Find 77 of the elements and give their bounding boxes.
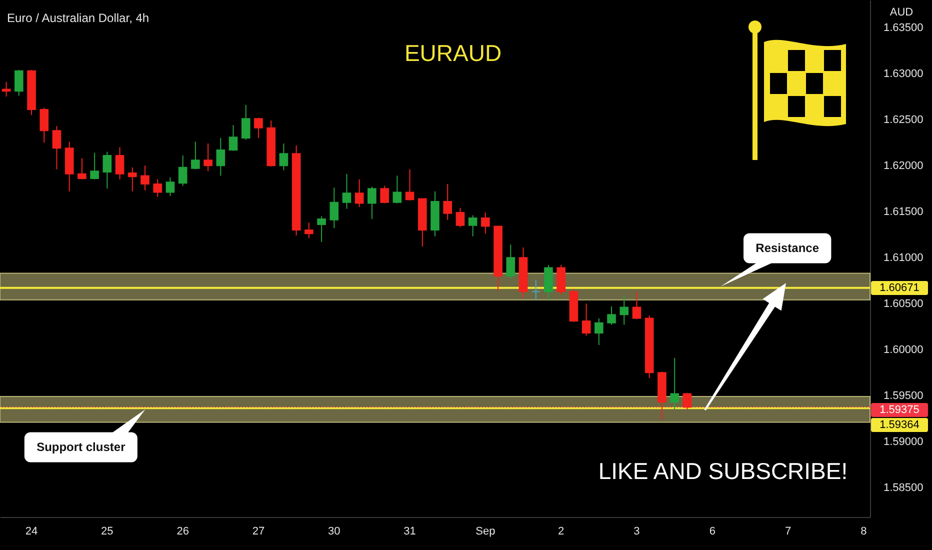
candlestick bbox=[52, 126, 62, 170]
ref-line-label: 1.59375 bbox=[871, 403, 928, 418]
candlestick bbox=[14, 69, 24, 96]
annotation: LIKE AND SUBSCRIBE! bbox=[598, 458, 848, 484]
candlestick bbox=[166, 177, 175, 196]
candlestick bbox=[128, 166, 137, 192]
candlestick bbox=[380, 185, 389, 204]
band-label: Resistance bbox=[756, 241, 820, 256]
y-tick-label: 1.59000 bbox=[884, 436, 924, 448]
candlestick bbox=[368, 186, 376, 220]
candlestick bbox=[140, 165, 150, 191]
candlestick bbox=[392, 175, 402, 204]
y-tick-label: 1.62000 bbox=[884, 160, 924, 172]
speech-bubble: Resistance bbox=[720, 233, 832, 287]
x-tick-label: 6 bbox=[709, 526, 716, 538]
candlestick bbox=[115, 146, 124, 180]
x-tick-label: Sep bbox=[476, 526, 496, 538]
candlestick bbox=[594, 318, 604, 346]
y-axis-title: AUD bbox=[890, 6, 914, 18]
y-tick-label: 1.60500 bbox=[884, 298, 924, 310]
candlestick bbox=[40, 107, 49, 144]
x-tick-label: 30 bbox=[328, 526, 340, 538]
candlestick bbox=[191, 141, 200, 170]
y-tick-label: 1.62500 bbox=[884, 114, 924, 126]
x-tick-label: 3 bbox=[634, 526, 640, 538]
candlestick bbox=[330, 187, 339, 229]
candlestick bbox=[670, 357, 679, 410]
candlestick bbox=[153, 178, 162, 198]
candlestick bbox=[456, 207, 465, 228]
text: Euro / Australian Dollar, 4h bbox=[7, 11, 150, 25]
candlestick bbox=[443, 183, 452, 220]
candlestick bbox=[279, 143, 288, 171]
candlestick bbox=[228, 124, 238, 152]
candlestick bbox=[632, 291, 642, 320]
x-tick-label: 26 bbox=[176, 526, 189, 538]
candlestick bbox=[582, 303, 591, 336]
y-tick-label: 1.58500 bbox=[884, 482, 924, 494]
y-tick-label: 1.60000 bbox=[884, 344, 924, 356]
candlestick bbox=[556, 264, 566, 295]
candlestick bbox=[544, 264, 553, 302]
candlestick bbox=[254, 117, 263, 138]
y-tick-label: 1.63500 bbox=[884, 22, 924, 34]
y-tick-label: 1.59500 bbox=[884, 390, 924, 402]
candlestick bbox=[506, 244, 516, 280]
candlestick bbox=[317, 216, 326, 242]
x-tick-label: 2 bbox=[558, 526, 564, 538]
candlestick bbox=[405, 168, 414, 202]
x-tick-label: 31 bbox=[404, 526, 416, 538]
y-tick-label: 1.61000 bbox=[884, 252, 924, 264]
candlestick bbox=[481, 212, 490, 234]
candlestick bbox=[204, 143, 212, 172]
candlestick bbox=[468, 214, 478, 237]
candlestick bbox=[682, 392, 692, 410]
band-label: Support cluster bbox=[36, 440, 126, 454]
x-tick-label: 27 bbox=[252, 526, 265, 538]
candlestick bbox=[2, 81, 11, 98]
y-tick-label: 1.61500 bbox=[884, 206, 924, 218]
candlestick bbox=[342, 173, 352, 210]
candlestick bbox=[304, 222, 314, 239]
candlestick bbox=[620, 296, 629, 326]
y-tick-label: 1.63000 bbox=[884, 68, 924, 80]
candlestick bbox=[354, 178, 364, 208]
ref-line-label: 1.60671 bbox=[871, 280, 928, 295]
text: EURAUD bbox=[404, 40, 502, 66]
x-tick-label: 8 bbox=[860, 526, 867, 538]
x-tick-label: 25 bbox=[101, 526, 114, 538]
candlestick bbox=[607, 306, 616, 326]
ref-line-label: 1.59364 bbox=[871, 418, 928, 432]
candlestick bbox=[241, 104, 250, 140]
candlestick bbox=[90, 152, 99, 180]
candlestick bbox=[216, 137, 226, 176]
x-tick-label: 7 bbox=[784, 526, 792, 538]
candlestick bbox=[102, 151, 112, 190]
x-tick-label: 24 bbox=[25, 526, 38, 538]
candlestick bbox=[178, 154, 188, 186]
candlestick bbox=[531, 279, 540, 300]
candlestick bbox=[78, 158, 86, 180]
